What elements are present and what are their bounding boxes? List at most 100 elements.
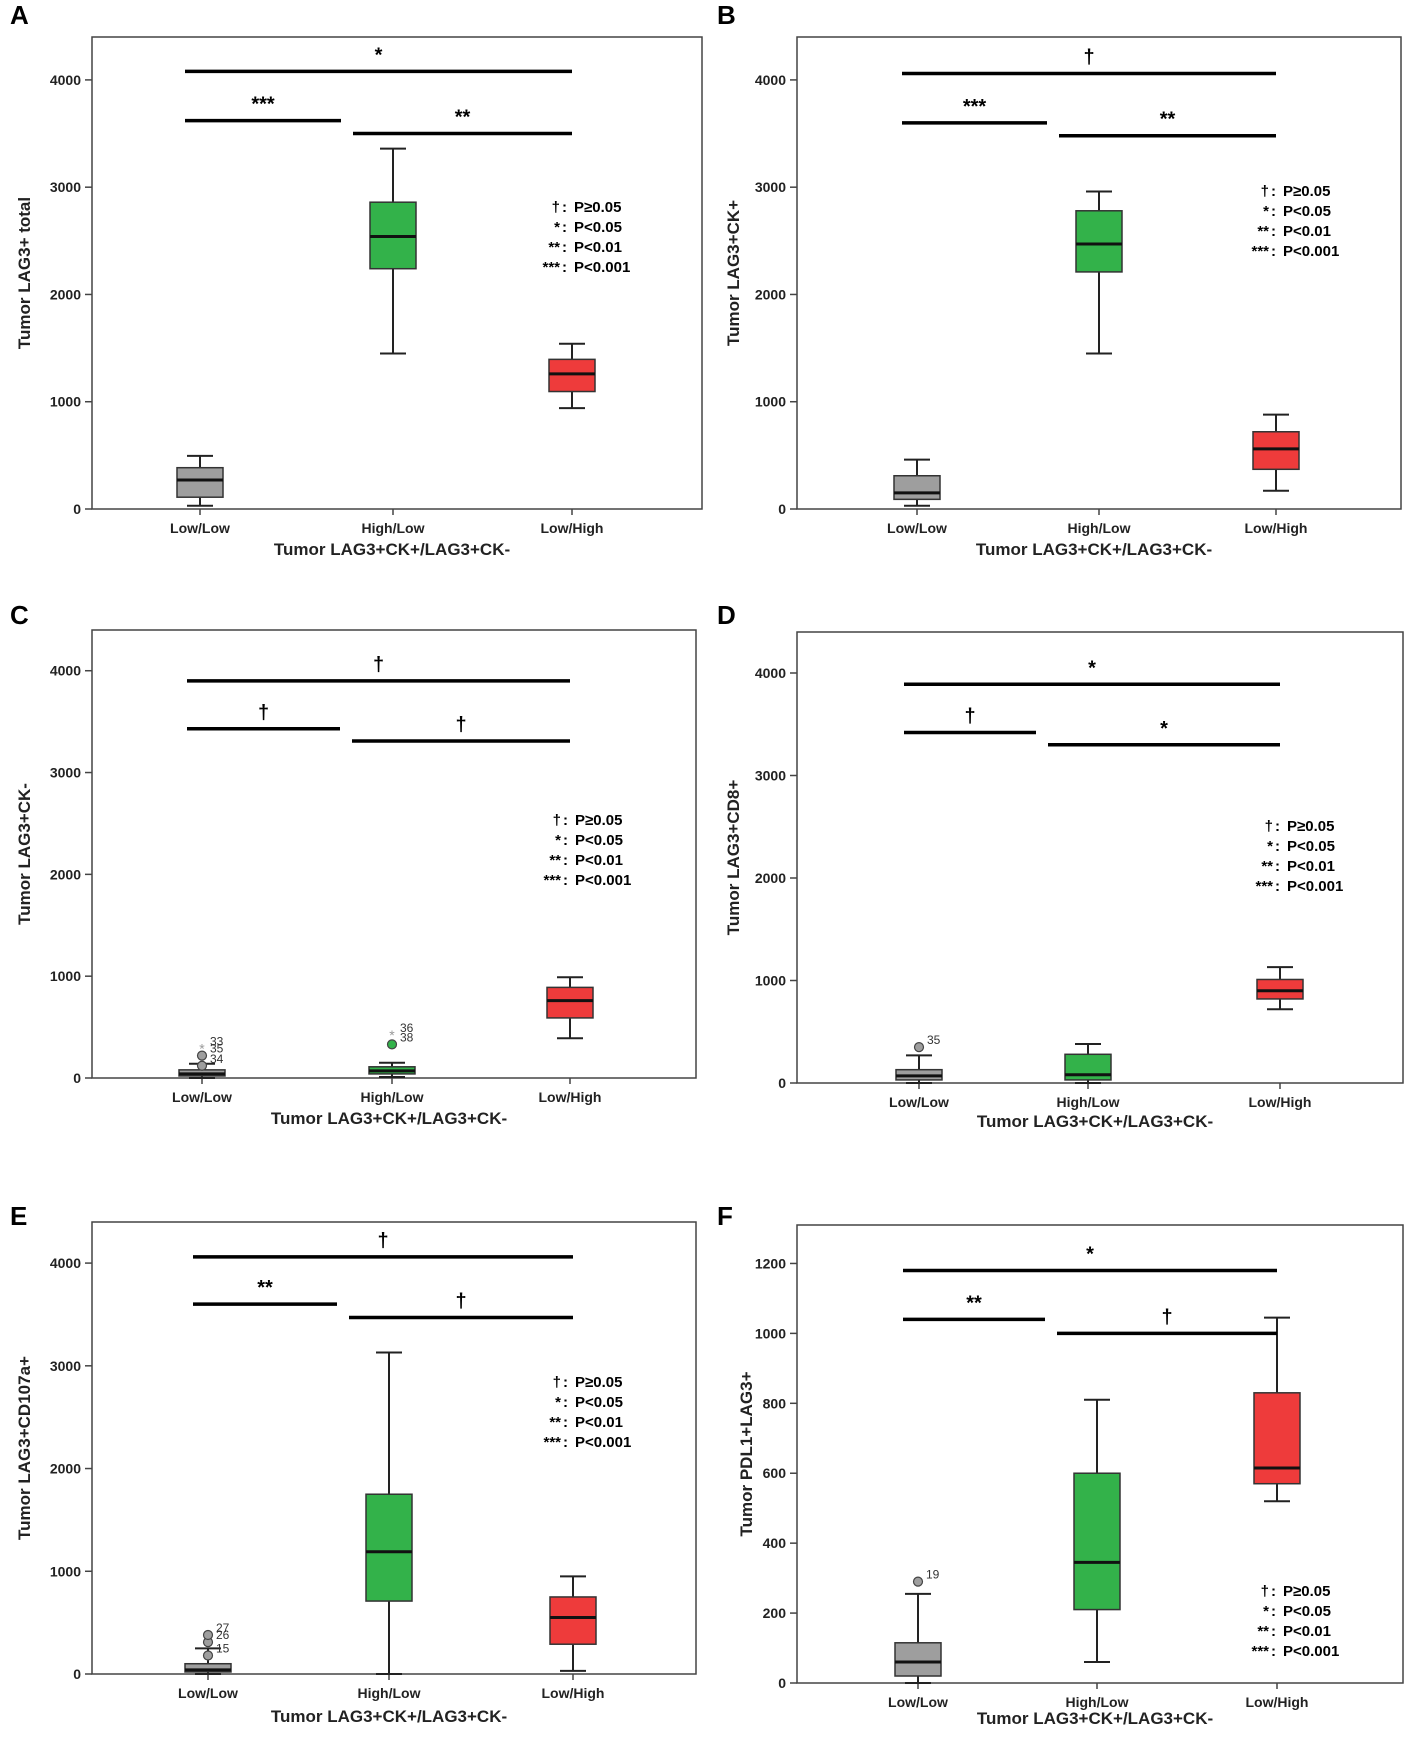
- box-2: [1252, 413, 1300, 492]
- legend-text: P<0.001: [1283, 1643, 1339, 1660]
- legend-symbol: *: [1263, 1603, 1269, 1620]
- legend-text: P<0.001: [1287, 878, 1343, 895]
- y-tick-label: 2000: [755, 870, 786, 886]
- panel-e: E 0 1000 2000 3000 4000 Tumor LAG3+CD107a+ Low/…: [10, 1201, 697, 1726]
- iqr-box: [1073, 1472, 1121, 1611]
- box-2: [1256, 966, 1304, 1011]
- x-axis-label: Tumor LAG3+CK+/LAG3+CK-: [271, 1109, 507, 1128]
- p-value-legend: †: P≥0.05 *: P<0.05 **: P<0.01 ***: P<0.001: [543, 812, 631, 889]
- p-value-legend: †: P≥0.05 *: P<0.05 **: P<0.01 ***: P<0.001: [1255, 818, 1343, 895]
- significance-label: ***: [963, 96, 987, 118]
- legend-text: P<0.001: [1283, 243, 1339, 260]
- box-0: [895, 1054, 943, 1084]
- legend-text: P≥0.05: [1287, 818, 1334, 835]
- legend-colon: :: [562, 199, 567, 216]
- legend-symbol: **: [549, 1414, 561, 1431]
- y-tick-label: 1000: [50, 968, 81, 984]
- significance-label: *: [1160, 718, 1168, 740]
- legend-text: P≥0.05: [1283, 1583, 1330, 1600]
- x-axis-label: Tumor LAG3+CK+/LAG3+CK-: [271, 1707, 507, 1726]
- legend-colon: :: [563, 1394, 568, 1411]
- box-0: [893, 458, 941, 507]
- legend-symbol: **: [549, 852, 561, 869]
- legend-symbol: †: [1261, 1583, 1269, 1600]
- box-2: [1253, 1316, 1301, 1503]
- legend-text: P<0.05: [1287, 838, 1335, 855]
- legend-text: P<0.01: [1287, 858, 1335, 875]
- box-2: [548, 342, 596, 410]
- y-tick-label: 1000: [50, 394, 81, 410]
- outlier-point: [913, 1042, 925, 1053]
- y-tick-label: 1000: [755, 394, 786, 410]
- outlier-point: [196, 1050, 208, 1061]
- legend-colon: :: [563, 872, 568, 889]
- legend-text: P<0.01: [1283, 223, 1331, 240]
- outlier-label: 15: [216, 1642, 230, 1656]
- x-tick-label: High/Low: [358, 1685, 421, 1701]
- legend-symbol: **: [1261, 858, 1273, 875]
- x-tick-label: Low/Low: [888, 1694, 948, 1710]
- x-tick-label: Low/High: [1245, 520, 1308, 536]
- panel-letter: A: [10, 0, 29, 30]
- x-axis-label: Tumor LAG3+CK+/LAG3+CK-: [976, 540, 1212, 559]
- legend-colon: :: [1275, 838, 1280, 855]
- x-tick-label: Low/Low: [887, 520, 947, 536]
- y-tick-label: 0: [778, 1675, 786, 1691]
- legend-colon: :: [562, 219, 567, 236]
- iqr-box: [184, 1662, 232, 1673]
- legend-text: P<0.01: [575, 852, 623, 869]
- legend-colon: :: [1271, 1643, 1276, 1660]
- significance-label: *: [375, 44, 383, 66]
- legend-symbol: ***: [1251, 243, 1269, 260]
- legend-text: P<0.001: [575, 872, 631, 889]
- outlier-label: 34: [210, 1052, 224, 1066]
- significance-label: *: [1086, 1243, 1094, 1265]
- legend-symbol: ***: [1251, 1643, 1269, 1660]
- y-tick-label: 1000: [755, 1325, 786, 1341]
- legend-colon: :: [1271, 1623, 1276, 1640]
- iqr-box: [893, 474, 941, 501]
- x-tick-label: High/Low: [362, 520, 425, 536]
- panel-a: A 0 1000 2000 3000 4000 Tumor LAG3+ total Low/L…: [10, 0, 703, 559]
- iqr-box: [365, 1493, 413, 1602]
- legend-text: P≥0.05: [574, 199, 621, 216]
- box-1: [368, 1061, 416, 1078]
- y-tick-label: 1200: [755, 1255, 786, 1271]
- legend-colon: :: [1275, 818, 1280, 835]
- legend-text: P<0.05: [575, 832, 623, 849]
- y-tick-label: 0: [73, 1666, 81, 1682]
- legend-colon: :: [1271, 223, 1276, 240]
- legend-text: P≥0.05: [575, 1374, 622, 1391]
- significance-label: *: [1088, 657, 1096, 679]
- legend-symbol: *: [554, 219, 560, 236]
- box-1: [365, 1351, 413, 1675]
- legend-text: P<0.01: [574, 239, 622, 256]
- legend-colon: :: [1271, 183, 1276, 200]
- legend-symbol: †: [552, 199, 560, 216]
- legend-text: P<0.01: [1283, 1623, 1331, 1640]
- x-axis-label: Tumor LAG3+CK+/LAG3+CK-: [977, 1112, 1213, 1131]
- y-tick-label: 3000: [50, 1358, 81, 1374]
- significance-label: **: [966, 1292, 982, 1314]
- box-1: [1073, 1398, 1121, 1664]
- y-tick-label: 200: [763, 1605, 787, 1621]
- legend-symbol: *: [555, 832, 561, 849]
- legend-text: P<0.05: [574, 219, 622, 236]
- box-1: [1075, 190, 1123, 355]
- y-tick-label: 2000: [50, 286, 81, 302]
- p-value-legend: †: P≥0.05 *: P<0.05 **: P<0.01 ***: P<0.001: [543, 1374, 631, 1451]
- legend-symbol: ***: [543, 872, 561, 889]
- panel-letter: C: [10, 600, 29, 630]
- iqr-box: [894, 1642, 942, 1677]
- legend-text: P<0.001: [574, 259, 630, 276]
- legend-colon: :: [1275, 878, 1280, 895]
- significance-label: †: [455, 1291, 466, 1313]
- iqr-box: [1253, 1392, 1301, 1485]
- iqr-box: [1075, 210, 1123, 273]
- panel-c: C 0 1000 2000 3000 4000 Tumor LAG3+CK- Low/Low H…: [10, 600, 697, 1128]
- y-tick-label: 3000: [50, 179, 81, 195]
- x-tick-label: High/Low: [1057, 1094, 1120, 1110]
- x-tick-label: Low/Low: [172, 1089, 232, 1105]
- outlier-label: 33: [210, 1034, 224, 1048]
- legend-symbol: †: [553, 1374, 561, 1391]
